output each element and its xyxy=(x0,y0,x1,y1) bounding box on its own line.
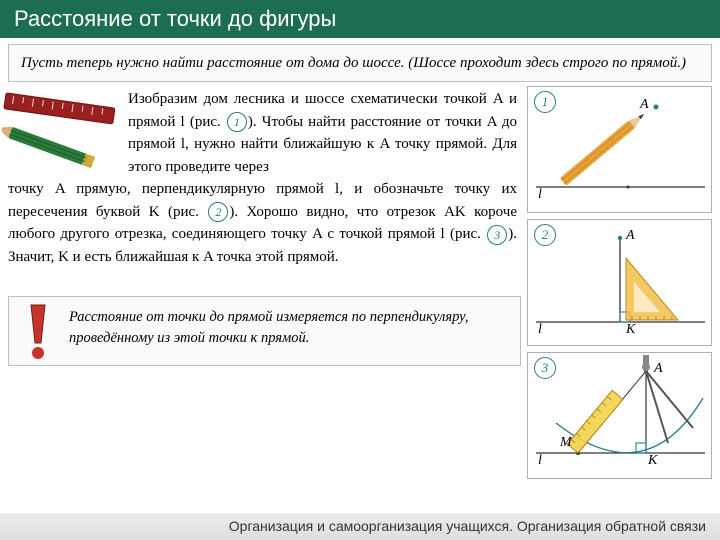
figure-2: 2 A xyxy=(527,219,712,346)
page-header: Расстояние от точки до фигуры xyxy=(0,0,720,38)
fig2-K: K xyxy=(626,322,635,338)
ref-2: 2 xyxy=(208,202,228,222)
figure-1-svg xyxy=(528,87,712,212)
main-text: Изобразим дом лесника и шоссе схематичес… xyxy=(8,86,521,282)
intro-box: Пусть теперь нужно найти расстояние от д… xyxy=(8,44,712,82)
ref-3: 3 xyxy=(487,225,507,245)
fig3-A: A xyxy=(654,361,663,377)
fig1-A: A xyxy=(640,97,649,113)
intro-text: Пусть теперь нужно найти расстояние от д… xyxy=(21,55,686,71)
fig2-l: l xyxy=(538,322,542,338)
fig1-l: l xyxy=(538,187,542,203)
fig2-A: A xyxy=(626,228,635,244)
ref-1: 1 xyxy=(227,112,247,132)
main-wrap: точку A прямую, перпендикулярную прямой … xyxy=(8,178,517,268)
figure-2-svg xyxy=(528,220,712,345)
exclamation-icon xyxy=(17,303,57,363)
figure-3: 3 xyxy=(527,352,712,479)
note-box: Расстояние от точки до прямой измеряется… xyxy=(8,296,521,366)
figure-1: 1 A l xyxy=(527,86,712,213)
fig3-M: M xyxy=(560,435,572,451)
note-text: Расстояние от точки до прямой измеряется… xyxy=(69,309,468,346)
footer-text: Организация и самоорганизация учащихся. … xyxy=(229,518,706,534)
right-column: 1 A l 2 xyxy=(527,86,712,479)
fig3-l: l xyxy=(538,453,542,469)
left-column: Изобразим дом лесника и шоссе схематичес… xyxy=(8,86,521,479)
ruler-pencil-icon xyxy=(2,90,122,180)
fig3-K: K xyxy=(648,453,657,469)
header-title: Расстояние от точки до фигуры xyxy=(14,6,336,31)
page-footer: Организация и самоорганизация учащихся. … xyxy=(0,513,720,540)
content-row: Изобразим дом лесника и шоссе схематичес… xyxy=(0,86,720,479)
figure-3-svg xyxy=(528,353,712,478)
